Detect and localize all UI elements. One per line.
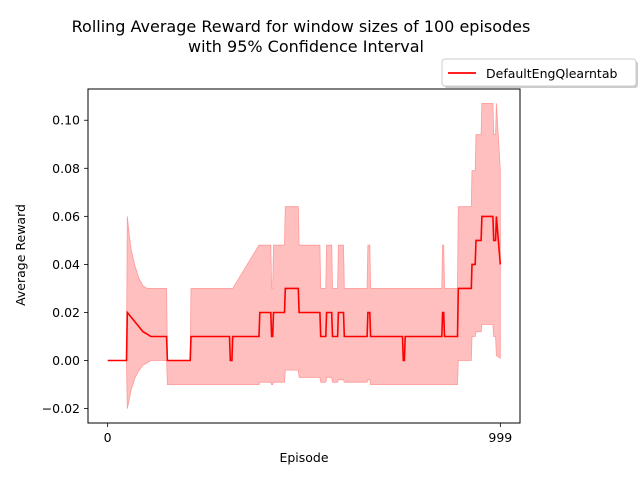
y-tick-label-1: 0.00 bbox=[52, 353, 80, 368]
chart-title-line-1: Rolling Average Reward for window sizes … bbox=[72, 17, 531, 36]
y-axis-title: Average Reward bbox=[13, 204, 28, 306]
chart-title-line-2: with 95% Confidence Interval bbox=[188, 37, 424, 56]
x-axis-title: Episode bbox=[279, 450, 328, 465]
y-tick-label-4: 0.06 bbox=[52, 209, 80, 224]
y-tick-label-3: 0.04 bbox=[52, 257, 80, 272]
x-tick-label-0: 0 bbox=[104, 430, 112, 445]
x-axis: 0 999 bbox=[104, 423, 512, 445]
y-tick-label-0: −0.02 bbox=[42, 401, 80, 416]
legend-box bbox=[441, 58, 637, 87]
x-tick-label-1: 999 bbox=[488, 430, 512, 445]
y-tick-label-6: 0.10 bbox=[52, 113, 80, 128]
y-axis: −0.02 0.00 0.02 0.04 0.06 0.08 0.10 bbox=[42, 113, 88, 416]
series-line-0 bbox=[107, 215, 502, 362]
plot-content bbox=[107, 103, 502, 409]
legend: DefaultEngQlearntab bbox=[441, 58, 638, 88]
y-tick-label-5: 0.08 bbox=[52, 161, 80, 176]
plot-area-frame bbox=[87, 88, 521, 424]
y-tick-label-2: 0.02 bbox=[52, 305, 80, 320]
confidence-band-0 bbox=[107, 103, 501, 409]
legend-entry-label: DefaultEngQlearntab bbox=[486, 66, 617, 81]
chart-title: Rolling Average Reward for window sizes … bbox=[72, 17, 531, 56]
